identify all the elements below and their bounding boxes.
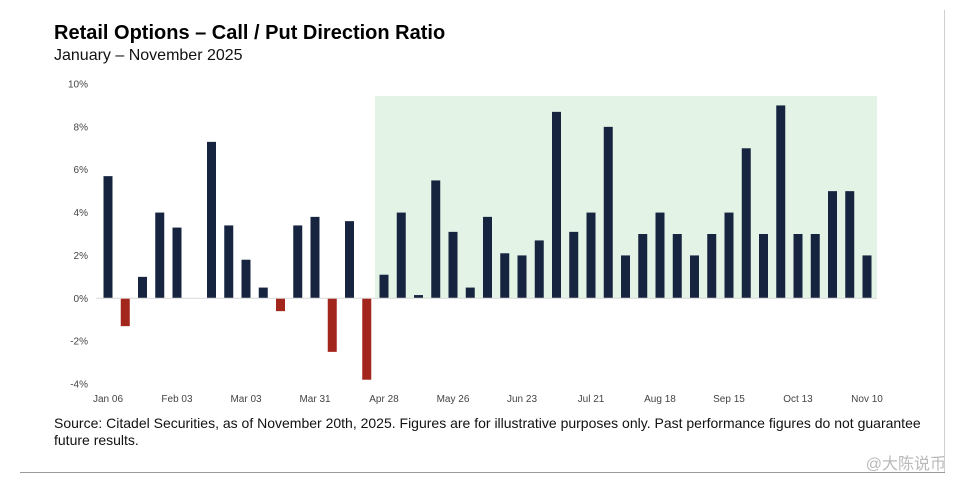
bar [293,225,303,299]
x-tick-label: Mar 03 [230,394,262,405]
bar [793,234,803,299]
x-tick-label: Jun 23 [507,394,537,405]
bar [345,221,354,299]
bar [483,216,492,299]
bar [552,111,561,299]
frame-right-border [944,10,945,472]
bar [862,255,872,299]
bar [655,212,665,299]
x-axis: Jan 06 Feb 03 Mar 03 Mar 31 Apr 28 May 26 Jun … [93,394,883,405]
x-tick-label: Sep 15 [713,394,745,405]
bar [155,212,165,299]
y-tick-label: 6% [74,165,89,176]
bars [103,105,872,380]
bar [414,295,423,299]
bar [828,191,837,299]
bar [569,231,579,299]
bar [310,216,320,299]
bar [120,298,130,327]
y-tick-label: 4% [74,208,89,219]
bar [258,287,268,299]
bar [690,255,699,299]
y-tick-label: 2% [74,251,89,262]
bar [776,105,786,299]
x-tick-label: Nov 10 [851,394,883,405]
bar [362,298,372,380]
bar [207,141,216,299]
bar [327,298,337,352]
bar [621,255,630,299]
bar [517,255,527,299]
chart-title: Retail Options – Call / Put Direction Ra… [54,22,446,44]
y-tick-label: 10% [68,80,88,91]
bar [103,176,113,299]
bar [586,212,596,299]
watermark: @大陈说币 [865,456,946,473]
bar [138,276,147,299]
bar [448,231,458,299]
bar [672,234,682,299]
source-note: Source: Citadel Securities, as of Novemb… [54,415,921,448]
bar [707,234,717,299]
bar [741,148,751,299]
y-axis: 10% 8% 6% 4% 2% 0% -2% -4% [68,80,88,391]
x-tick-label: Jan 06 [93,394,123,405]
x-tick-label: Mar 31 [299,394,331,405]
bar [276,298,285,312]
bar [431,180,441,299]
bar [396,212,406,299]
frame-bottom-border [20,472,945,473]
x-tick-label: Feb 03 [161,394,193,405]
bar [810,234,820,299]
bar [172,227,182,299]
y-tick-label: -4% [70,380,88,391]
y-tick-label: -2% [70,337,88,348]
bar [500,253,510,299]
x-tick-label: Apr 28 [369,394,399,405]
chart-subtitle: January – November 2025 [54,47,243,64]
bar [603,126,613,299]
x-tick-label: Oct 13 [783,394,813,405]
bar [724,212,734,299]
bar [845,191,855,299]
x-tick-label: May 26 [437,394,470,405]
y-tick-label: 8% [74,122,89,133]
bar [241,259,251,299]
bar [759,234,768,299]
bar [224,225,234,299]
bar [534,240,544,299]
bar [638,234,648,299]
bar [379,274,389,299]
x-tick-label: Jul 21 [578,394,605,405]
x-tick-label: Aug 18 [644,394,676,405]
y-tick-label: 0% [74,294,89,305]
bar [465,287,475,299]
